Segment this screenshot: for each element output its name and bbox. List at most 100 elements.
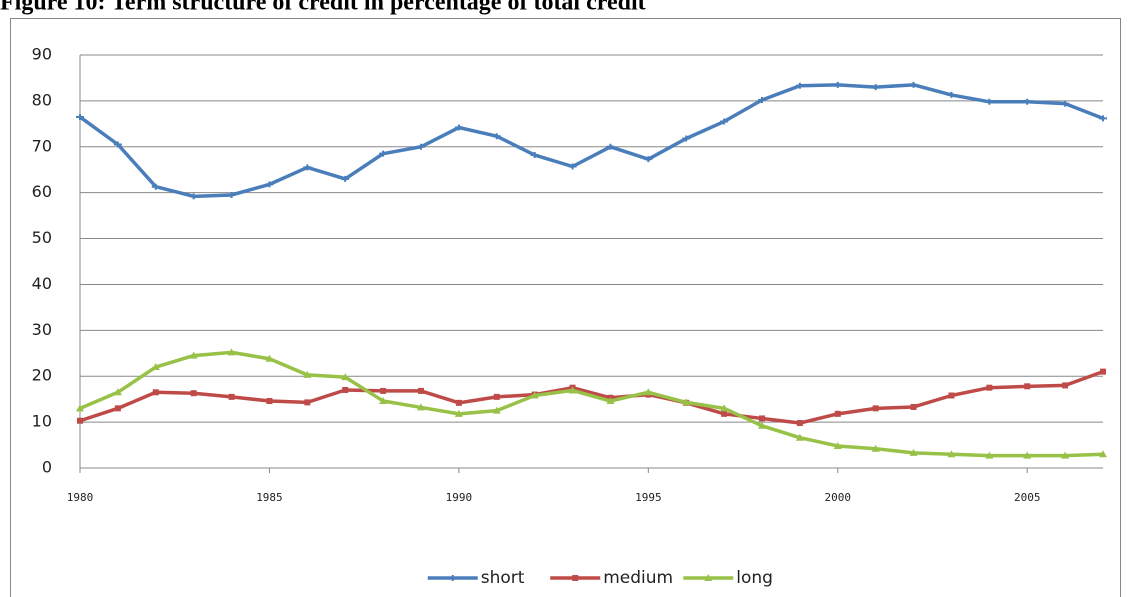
marker [379, 150, 388, 157]
y-tick-label: 0 [42, 458, 52, 477]
marker [454, 409, 463, 417]
marker [871, 444, 880, 452]
marker [76, 113, 84, 120]
y-tick-label: 70 [32, 136, 52, 155]
y-tick-label: 50 [32, 228, 52, 247]
marker [947, 91, 956, 98]
marker [113, 388, 122, 396]
marker [985, 98, 994, 105]
legend-label: short [481, 568, 525, 588]
marker [341, 373, 350, 381]
marker [948, 392, 955, 399]
marker [379, 397, 388, 405]
marker [720, 404, 729, 412]
marker [909, 81, 918, 88]
y-tick-label: 30 [32, 320, 52, 339]
marker [758, 96, 766, 103]
legend-label: medium [603, 568, 673, 588]
marker [986, 384, 993, 391]
x-tick-label: 2000 [825, 491, 852, 504]
x-tick-label: 1980 [67, 491, 94, 504]
marker [1100, 368, 1106, 375]
y-tick-label: 80 [32, 90, 52, 109]
marker [568, 386, 577, 394]
marker [985, 451, 994, 459]
chart-frame [10, 18, 1121, 597]
marker [795, 82, 804, 89]
marker [113, 141, 122, 148]
marker [341, 175, 350, 182]
marker [1023, 451, 1032, 459]
marker [76, 404, 84, 412]
marker [189, 351, 198, 359]
marker [910, 403, 917, 410]
x-tick-label: 1990 [446, 491, 473, 504]
series-line [79, 350, 1104, 458]
marker [417, 403, 425, 411]
series-line [79, 369, 1104, 425]
marker [704, 574, 713, 581]
marker [720, 118, 729, 125]
marker [1024, 383, 1031, 390]
marker [303, 164, 312, 171]
marker [152, 389, 159, 396]
marker [189, 193, 198, 200]
marker [834, 410, 841, 417]
marker [492, 406, 501, 414]
marker [1062, 382, 1069, 389]
marker [493, 393, 500, 400]
marker [151, 363, 160, 371]
marker [871, 84, 880, 91]
marker [796, 420, 803, 427]
marker [721, 410, 728, 417]
y-tick-label: 10 [32, 412, 52, 431]
marker [417, 143, 425, 150]
marker [1023, 98, 1032, 105]
marker [568, 163, 577, 170]
marker [454, 124, 463, 131]
marker [114, 405, 121, 412]
marker [682, 398, 691, 406]
series-line [78, 83, 1104, 199]
marker [265, 354, 274, 362]
marker [644, 388, 653, 396]
marker [530, 391, 539, 399]
marker [644, 156, 653, 163]
marker [909, 448, 918, 456]
marker [492, 133, 501, 140]
x-tick-label: 1985 [256, 491, 283, 504]
chart-title: Figure 10: Term structure of credit in p… [0, 0, 646, 16]
marker [227, 348, 236, 356]
marker [530, 152, 539, 159]
marker [1099, 450, 1107, 458]
x-tick-label: 2005 [1014, 491, 1041, 504]
marker [304, 399, 311, 406]
marker [947, 450, 956, 458]
marker [227, 191, 236, 198]
marker [606, 397, 615, 405]
marker [1061, 100, 1070, 107]
y-tick-label: 20 [32, 366, 52, 385]
marker [448, 575, 457, 581]
marker [455, 399, 462, 406]
marker [758, 421, 766, 429]
marker [872, 405, 879, 412]
marker [303, 370, 312, 378]
marker [795, 433, 804, 441]
y-tick-label: 60 [32, 182, 52, 201]
marker [572, 575, 579, 581]
marker [228, 393, 235, 400]
marker [1061, 451, 1070, 459]
marker [606, 143, 615, 150]
marker [342, 386, 349, 393]
y-tick-label: 90 [32, 45, 52, 64]
x-tick-label: 1995 [635, 491, 662, 504]
legend-label: long [736, 568, 773, 588]
marker [682, 135, 691, 142]
marker [265, 181, 274, 188]
marker [418, 387, 424, 394]
marker [1099, 115, 1107, 122]
marker [833, 81, 842, 88]
marker [380, 387, 387, 394]
